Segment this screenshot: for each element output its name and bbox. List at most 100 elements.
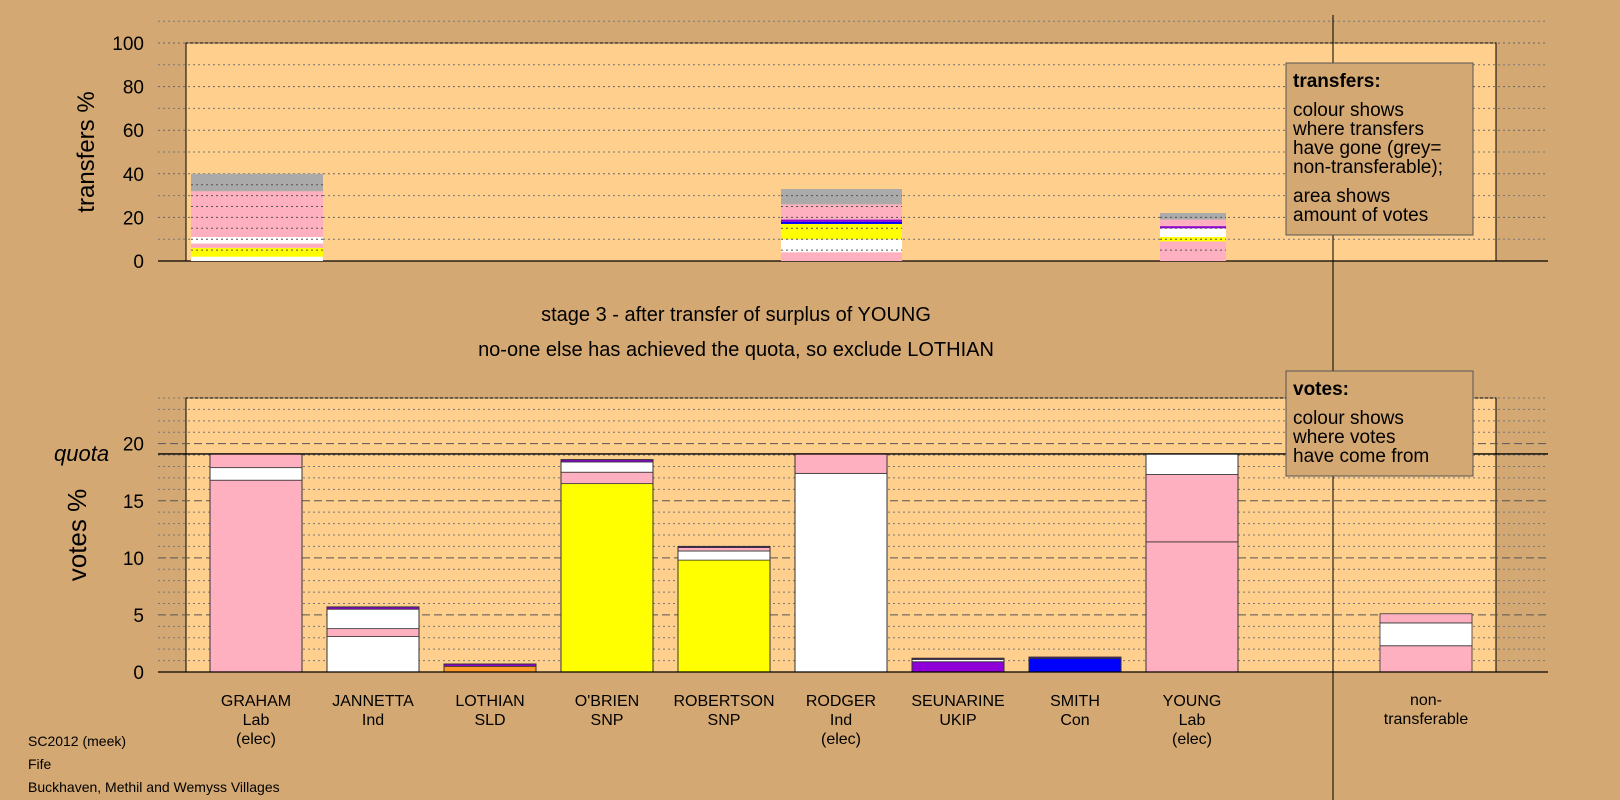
transfers-legend-line: non-transferable); — [1293, 157, 1443, 178]
candidate-party: SNP — [591, 712, 624, 729]
vote-segment — [443, 665, 537, 673]
votes-legend-line: colour shows — [1293, 408, 1404, 429]
vote-segment — [560, 471, 654, 485]
vote-segment — [560, 461, 654, 473]
vote-segment — [209, 467, 303, 481]
y-axis-label: votes % — [62, 489, 92, 582]
transfers-legend-line: amount of votes — [1293, 205, 1428, 226]
y-tick-label: 0 — [133, 252, 144, 273]
y-tick-label: 0 — [133, 663, 144, 684]
candidate-name: YOUNG — [1163, 693, 1222, 710]
transfer-segment — [1160, 228, 1226, 238]
transfer-segment — [191, 256, 323, 261]
vote-segment — [677, 559, 771, 673]
candidate-party: UKIP — [939, 712, 976, 729]
y-tick-label: 60 — [123, 121, 144, 142]
candidate-party: Ind — [830, 712, 852, 729]
transfer-segment — [1160, 219, 1226, 227]
candidate-name: RODGER — [806, 693, 876, 710]
vote-segment — [209, 453, 303, 469]
non-transferable-segment — [1379, 645, 1473, 673]
transfer-segment — [191, 191, 323, 238]
votes-legend-box — [1285, 370, 1474, 477]
transfer-segment — [1160, 213, 1226, 220]
non-transferable-label: transferable — [1384, 711, 1469, 728]
transfer-segment — [781, 204, 902, 220]
candidate-name: SEUNARINE — [911, 693, 1004, 710]
vote-segment — [326, 628, 420, 638]
transfer-segment — [191, 237, 323, 244]
vote-segment — [1145, 541, 1239, 673]
transfer-segment — [191, 173, 323, 192]
candidate-name: GRAHAM — [221, 693, 291, 710]
y-tick-label: 40 — [123, 165, 144, 186]
vote-segment — [794, 453, 888, 474]
transfer-segment — [1160, 226, 1226, 229]
candidate-name: SMITH — [1050, 693, 1100, 710]
transfer-segment — [1160, 241, 1226, 261]
transfer-segment — [191, 247, 323, 257]
action-caption: no-one else has achieved the quota, so e… — [478, 339, 994, 361]
votes-legend-line: have come from — [1293, 446, 1429, 467]
transfer-segment — [781, 223, 902, 240]
votes-legend: votes: colour shows where votes have com… — [1285, 370, 1474, 477]
candidate-party: Lab — [243, 712, 270, 729]
vote-segment — [677, 547, 771, 552]
y-tick-label: 20 — [123, 435, 144, 456]
non-transferable-segment — [1379, 613, 1473, 624]
y-tick-label: 20 — [123, 208, 144, 229]
vote-segment — [1028, 657, 1122, 673]
candidate-note: (elec) — [1172, 731, 1212, 748]
footer-line: Fife — [28, 756, 52, 772]
quota-label: quota — [54, 441, 109, 466]
y-axis-label: transfers % — [73, 91, 100, 212]
vote-segment — [560, 483, 654, 673]
transfer-segment — [781, 221, 902, 224]
transfers-legend-line: where transfers — [1292, 119, 1424, 140]
transfer-segment — [781, 219, 902, 222]
candidate-party: Lab — [1179, 712, 1206, 729]
votes-chart: 0 5 10 15 20 votes % GRAHAM Lab (elec) JANNETTA In… — [54, 397, 1548, 748]
transfer-segment — [1160, 237, 1226, 242]
y-tick-label: 80 — [123, 78, 144, 99]
transfers-legend-box — [1285, 62, 1474, 236]
vote-segment — [1145, 474, 1239, 543]
footer-line: SC2012 (meek) — [28, 733, 126, 749]
votes-legend-title: votes: — [1293, 379, 1349, 400]
transfer-segment — [781, 252, 902, 261]
transfers-legend-line: have gone (grey= — [1293, 138, 1441, 159]
transfer-segment — [191, 243, 323, 248]
stage-caption: stage 3 - after transfer of surplus of Y… — [541, 304, 931, 326]
candidate-name: JANNETTA — [332, 693, 414, 710]
non-transferable-segment — [1379, 622, 1473, 647]
candidate-note: (elec) — [821, 731, 861, 748]
candidate-note: (elec) — [236, 731, 276, 748]
transfers-chart: 0 20 40 60 80 100 transfers % — [73, 20, 1548, 273]
candidate-party: Con — [1060, 712, 1089, 729]
candidate-name: ROBERTSON — [673, 693, 774, 710]
vote-segment — [794, 472, 888, 673]
y-tick-label: 5 — [133, 606, 144, 627]
vote-segment — [1145, 453, 1239, 475]
footer-line: Buckhaven, Methil and Wemyss Villages — [28, 779, 280, 795]
transfer-segment — [781, 189, 902, 205]
candidate-name: LOTHIAN — [455, 693, 524, 710]
candidate-party: Ind — [362, 712, 384, 729]
vote-segment — [677, 550, 771, 561]
votes-legend-line: where votes — [1292, 427, 1395, 448]
vote-segment — [911, 661, 1005, 673]
transfer-segment — [781, 239, 902, 253]
candidate-party: SLD — [474, 712, 505, 729]
candidate-name: O'BRIEN — [575, 693, 639, 710]
candidate-party: SNP — [708, 712, 741, 729]
vote-segment — [326, 636, 420, 673]
transfers-legend: transfers: colour shows where transfers … — [1285, 62, 1474, 236]
y-tick-label: 15 — [123, 492, 144, 513]
vote-segment — [209, 479, 303, 673]
y-tick-label: 100 — [112, 34, 144, 55]
transfers-legend-line: area shows — [1293, 186, 1390, 207]
y-tick-label: 10 — [123, 549, 144, 570]
transfers-legend-title: transfers: — [1293, 71, 1381, 92]
non-transferable-label: non- — [1410, 692, 1442, 709]
